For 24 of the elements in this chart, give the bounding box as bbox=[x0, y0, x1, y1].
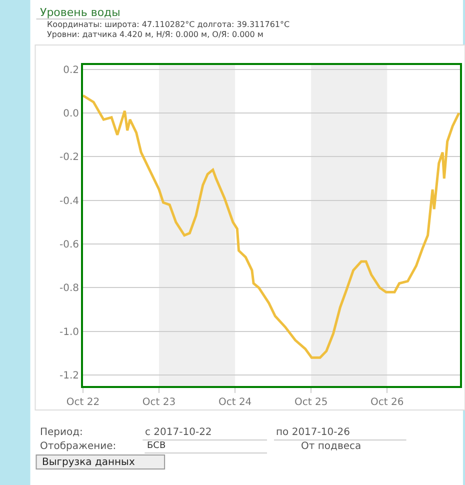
x-tick-label: Oct 25 bbox=[294, 397, 328, 408]
text: по 2017-10-26 bbox=[276, 427, 350, 438]
text: Координаты: широта: 47.110282°C долгота: 39.311761°C bbox=[47, 20, 290, 29]
y-tick-label: -0.6 bbox=[59, 240, 79, 251]
text: Выгрузка данных bbox=[42, 457, 135, 468]
y-tick-label: -0.2 bbox=[59, 152, 79, 164]
x-tick-label: Oct 23 bbox=[142, 397, 176, 408]
text: Уровни: датчика 4.420 м, Н/Я: 0.000 м, О/Я: 0.000 м bbox=[47, 30, 264, 39]
y-tick-label: 0.2 bbox=[63, 64, 79, 76]
x-tick-label: Oct 24 bbox=[218, 397, 252, 408]
y-tick-label: -0.8 bbox=[59, 283, 79, 294]
y-tick-label: -0.4 bbox=[59, 196, 79, 207]
text: БСВ bbox=[147, 441, 166, 451]
y-tick-label: -1.0 bbox=[59, 326, 79, 338]
text: Отображение: bbox=[40, 441, 116, 452]
x-tick-label: Oct 22 bbox=[66, 397, 100, 408]
y-tick-label: 0.0 bbox=[63, 108, 79, 120]
y-tick-label: -1.2 bbox=[59, 370, 79, 382]
text: Уровень воды bbox=[40, 6, 120, 19]
text: с 2017-10-22 bbox=[145, 427, 212, 438]
line-series bbox=[83, 94, 460, 359]
x-tick-label: Oct 26 bbox=[370, 397, 404, 408]
text: От подвеса bbox=[301, 441, 362, 452]
text: Период: bbox=[40, 427, 83, 438]
